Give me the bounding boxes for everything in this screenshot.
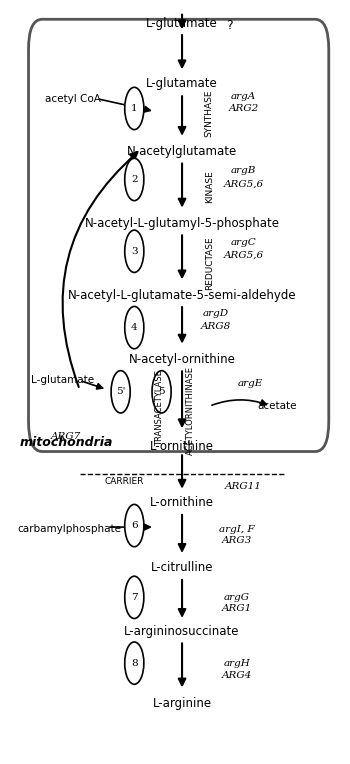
- Text: ARG5,6: ARG5,6: [223, 251, 264, 260]
- Text: argH: argH: [223, 659, 250, 668]
- Text: N-acetylglutamate: N-acetylglutamate: [127, 145, 237, 158]
- Text: L-glutamate: L-glutamate: [31, 375, 94, 386]
- Text: argA: argA: [231, 92, 256, 101]
- Text: L-arginine: L-arginine: [153, 697, 212, 710]
- Circle shape: [125, 230, 144, 273]
- Text: 3: 3: [131, 247, 138, 256]
- Text: REDUCTASE: REDUCTASE: [205, 237, 214, 290]
- Text: ARG2: ARG2: [228, 104, 259, 113]
- Text: argG: argG: [224, 593, 250, 602]
- Text: 2: 2: [131, 175, 138, 184]
- Text: KINASE: KINASE: [205, 170, 214, 203]
- Circle shape: [111, 371, 130, 413]
- Circle shape: [125, 576, 144, 619]
- Circle shape: [125, 87, 144, 130]
- Circle shape: [125, 642, 144, 685]
- Text: argC: argC: [231, 238, 256, 247]
- Text: 1: 1: [131, 104, 138, 113]
- Text: argE: argE: [238, 379, 263, 388]
- Text: L-argininosuccinate: L-argininosuccinate: [124, 625, 240, 638]
- Text: 5': 5': [116, 387, 125, 397]
- Text: argD: argD: [203, 309, 229, 319]
- Text: ARG7: ARG7: [51, 432, 81, 441]
- Text: acetate: acetate: [258, 401, 298, 411]
- FancyArrowPatch shape: [63, 153, 137, 387]
- Text: acetyl CoA: acetyl CoA: [45, 94, 101, 104]
- Text: ?: ?: [226, 19, 233, 32]
- Text: L-ornithine: L-ornithine: [150, 440, 214, 453]
- Text: N-acetyl-ornithine: N-acetyl-ornithine: [128, 353, 236, 366]
- Text: L-citrulline: L-citrulline: [151, 561, 213, 574]
- Text: 5: 5: [158, 387, 165, 397]
- Text: L-glutamate: L-glutamate: [146, 17, 218, 30]
- Text: 8: 8: [131, 659, 138, 668]
- Text: TRANSACETYLASE: TRANSACETYLASE: [155, 371, 164, 446]
- Text: ARG11: ARG11: [225, 482, 262, 490]
- Text: N-acetyl-L-glutamyl-5-phosphate: N-acetyl-L-glutamyl-5-phosphate: [85, 217, 280, 230]
- Text: ARG5,6: ARG5,6: [223, 180, 264, 189]
- Text: 7: 7: [131, 593, 138, 602]
- Text: ARG8: ARG8: [201, 322, 231, 331]
- Circle shape: [125, 158, 144, 201]
- Text: 4: 4: [131, 323, 138, 332]
- Text: SYNTHASE: SYNTHASE: [205, 90, 214, 138]
- Text: 6: 6: [131, 521, 138, 530]
- Circle shape: [152, 371, 171, 413]
- Text: ARG3: ARG3: [222, 536, 252, 545]
- Text: mitochondria: mitochondria: [19, 436, 113, 449]
- Text: L-glutamate: L-glutamate: [146, 77, 218, 90]
- Circle shape: [125, 504, 144, 547]
- Text: N-acetyl-L-glutamate-5-semi-aldehyde: N-acetyl-L-glutamate-5-semi-aldehyde: [68, 289, 296, 302]
- Text: argI, F: argI, F: [219, 525, 254, 534]
- Text: ARG1: ARG1: [222, 604, 252, 613]
- Circle shape: [125, 306, 144, 348]
- Text: ACETYLORNITHINASE: ACETYLORNITHINASE: [186, 366, 195, 455]
- Text: CARRIER: CARRIER: [104, 478, 144, 486]
- Text: L-ornithine: L-ornithine: [150, 497, 214, 510]
- Text: carbamylphosphate: carbamylphosphate: [18, 524, 121, 534]
- Text: argB: argB: [231, 166, 256, 175]
- Text: ARG4: ARG4: [222, 671, 252, 680]
